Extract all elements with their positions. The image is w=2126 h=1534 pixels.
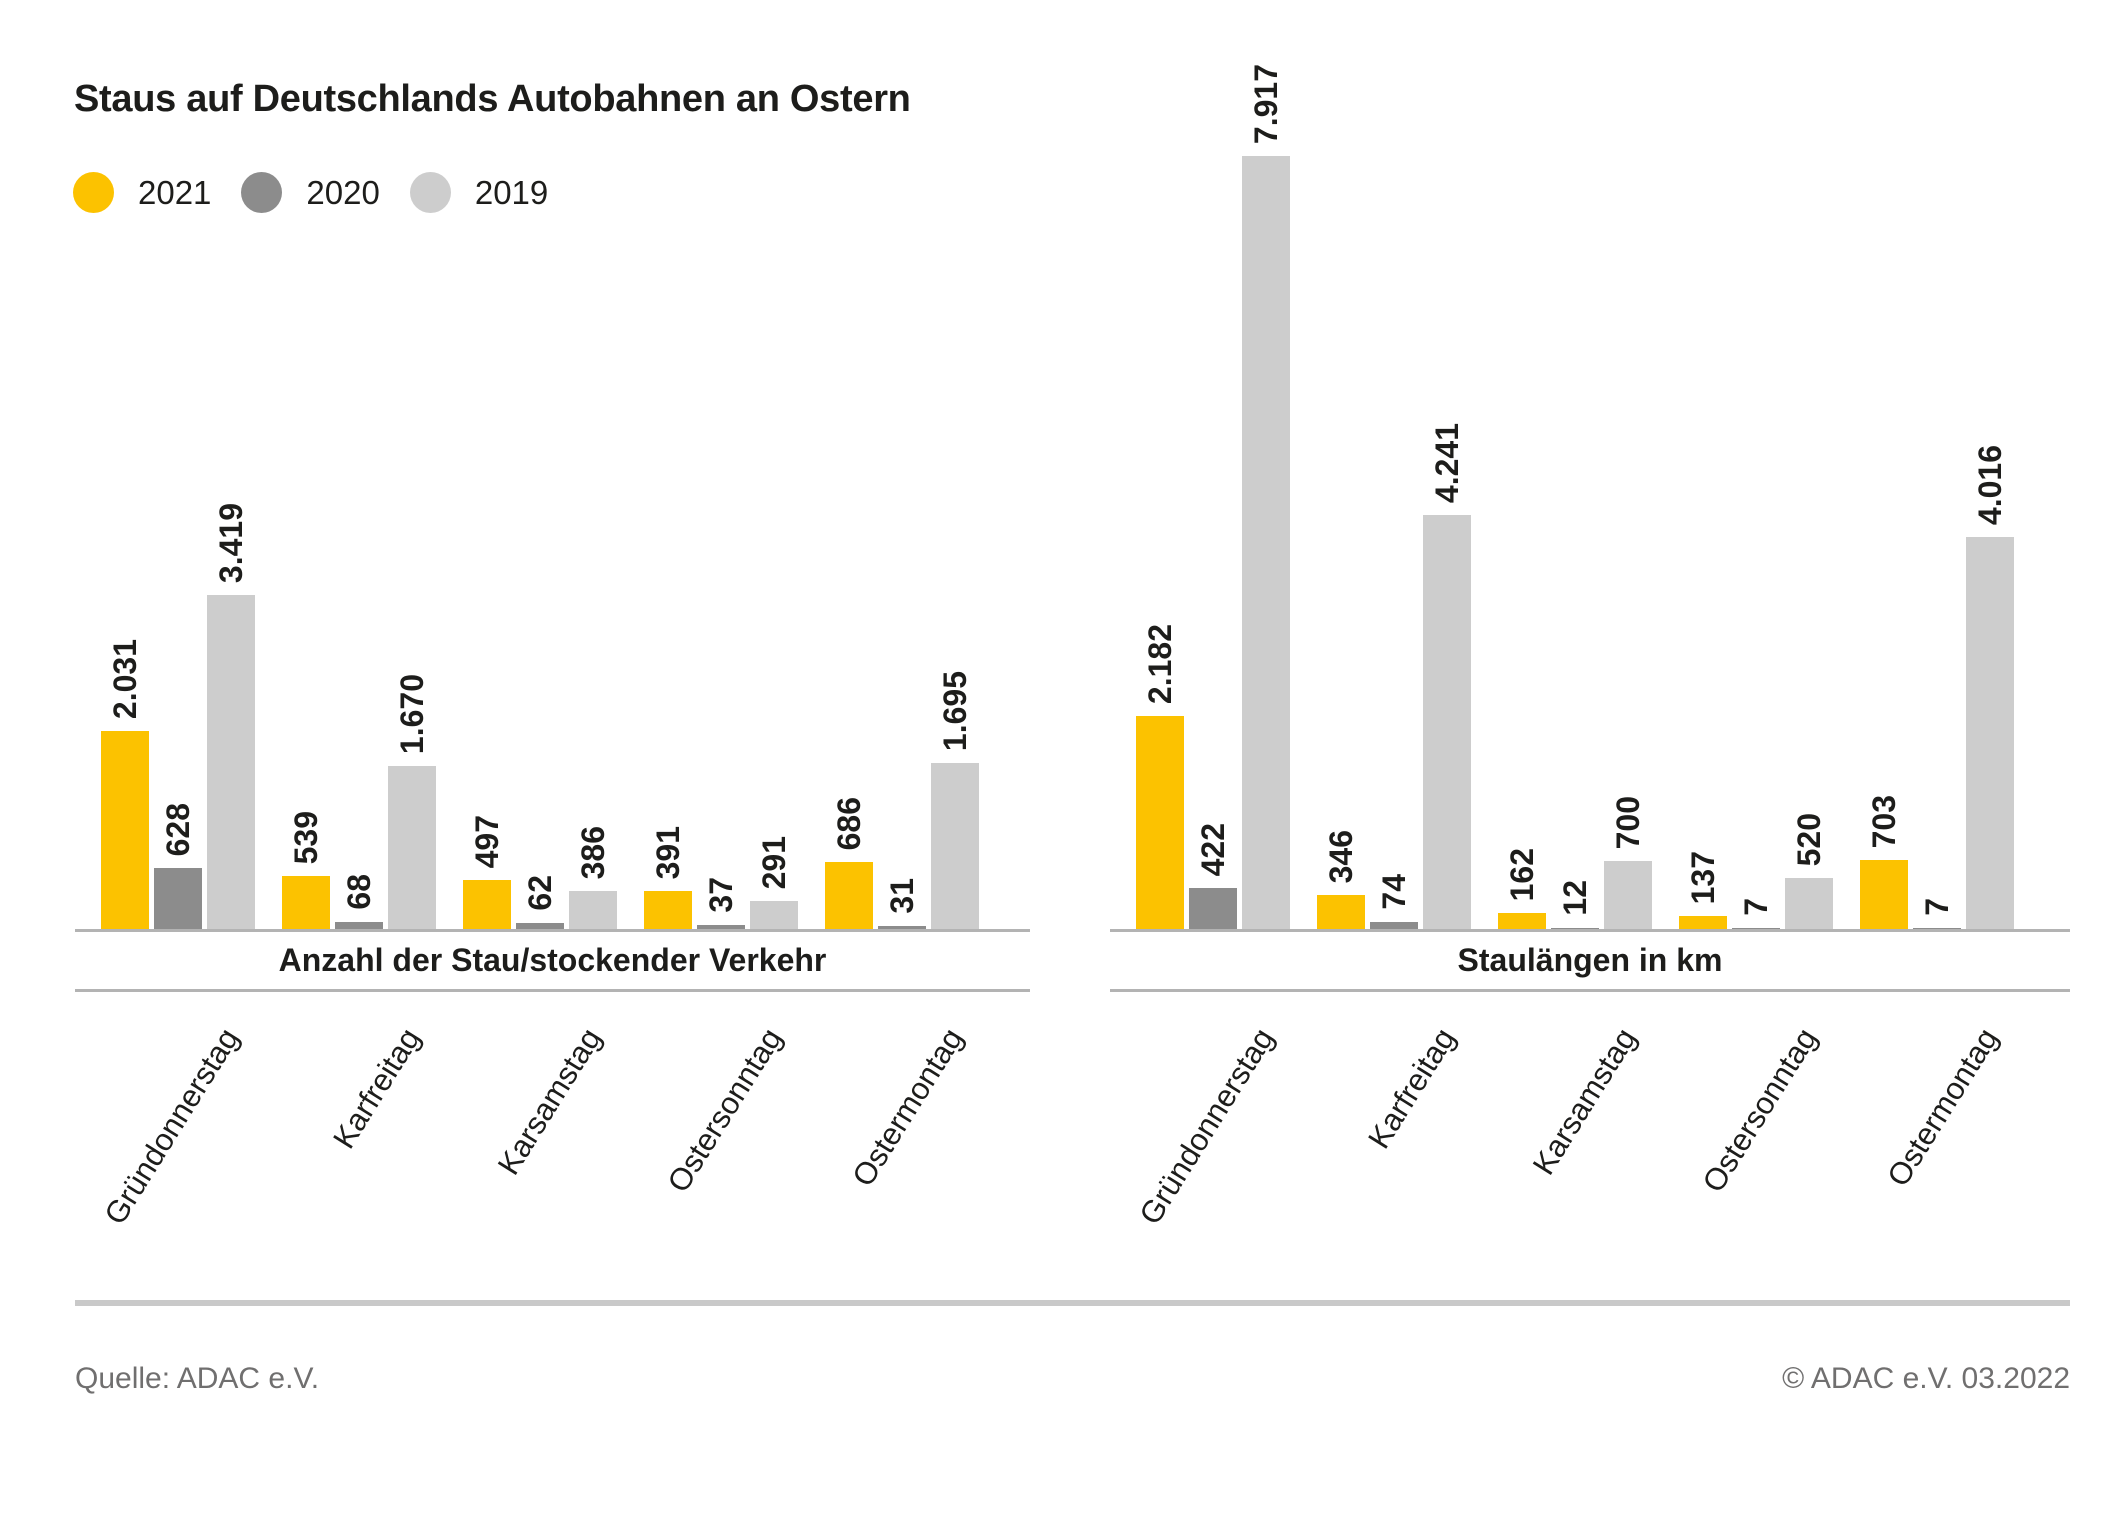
bar-value-label: 497 — [469, 814, 505, 868]
category-label-Ostersonntag: Ostersonntag — [660, 1022, 789, 1199]
bar-value-label: 68 — [341, 874, 377, 910]
bar-2021-Ostersonntag — [1679, 916, 1727, 929]
bar-2020-Karfreitag — [335, 922, 383, 929]
bar-value-label: 386 — [575, 825, 611, 879]
bar-value-label: 2.182 — [1142, 623, 1178, 704]
subtitle-band: Staulängen in km — [1110, 932, 2070, 992]
subtitle-band: Anzahl der Stau/stockender Verkehr — [75, 932, 1030, 992]
bar-2020-Ostermontag — [878, 926, 926, 929]
bar-2019-Karsamstag — [1604, 861, 1652, 929]
bar-value-label: 346 — [1323, 829, 1359, 883]
bar-2020-Ostersonntag — [697, 925, 745, 929]
legend-label: 2020 — [306, 173, 380, 211]
category-label-Karfreitag: Karfreitag — [1360, 1022, 1462, 1155]
footer: Quelle: ADAC e.V. © ADAC e.V. 03.2022 — [75, 1362, 2070, 1396]
chart-title: Staus auf Deutschlands Autobahnen an Ost… — [74, 78, 911, 120]
bar-2021-Karfreitag — [282, 876, 330, 929]
bar-2020-Gründonnerstag — [1189, 888, 1237, 929]
legend-dot-2019-icon — [409, 172, 451, 213]
bar-2020-Karfreitag — [1370, 922, 1418, 929]
bar-value-label: 628 — [160, 802, 196, 856]
bar-2020-Karsamstag — [516, 923, 564, 929]
bar-2020-Ostermontag — [1913, 928, 1961, 929]
category-label-Gründonnerstag: Gründonnerstag — [97, 1022, 246, 1231]
legend-item-2021: 2021 — [73, 172, 211, 213]
bar-2019-Ostermontag — [1966, 537, 2014, 929]
bar-2020-Ostersonntag — [1732, 928, 1780, 929]
bar-value-label: 520 — [1791, 812, 1827, 866]
category-label-Ostermontag: Ostermontag — [845, 1022, 970, 1193]
bar-2021-Ostermontag — [825, 862, 873, 929]
bar-2021-Karsamstag — [463, 880, 511, 929]
category-label-Ostersonntag: Ostersonntag — [1695, 1022, 1824, 1199]
copyright-text: © ADAC e.V. 03.2022 — [1782, 1362, 2070, 1395]
legend-label: 2021 — [138, 173, 212, 211]
category-label-Gründonnerstag: Gründonnerstag — [1132, 1022, 1281, 1231]
bar-value-label: 1.695 — [937, 670, 973, 751]
bar-2019-Karfreitag — [1423, 515, 1471, 929]
bar-value-label: 1.670 — [394, 673, 430, 754]
bar-value-label: 62 — [522, 875, 558, 911]
bar-2020-Karsamstag — [1551, 928, 1599, 929]
bar-value-label: 2.031 — [107, 638, 143, 719]
bar-value-label: 4.016 — [1972, 444, 2008, 525]
category-axis: Gründonnerstag Karfreitag Karsamstag Osters… — [75, 992, 1030, 1292]
category-axis: Gründonnerstag Karfreitag Karsamstag Osters… — [1110, 992, 2070, 1292]
legend-dot-2020-icon — [241, 172, 283, 213]
category-label-Ostermontag: Ostermontag — [1880, 1022, 2005, 1193]
bar-value-label: 539 — [288, 810, 324, 864]
bar-value-label: 162 — [1504, 847, 1540, 901]
bar-value-label: 137 — [1685, 850, 1721, 904]
category-label-Karsamstag: Karsamstag — [1525, 1022, 1643, 1181]
bar-2021-Karsamstag — [1498, 913, 1546, 929]
bar-2021-Gründonnerstag — [101, 731, 149, 929]
bar-value-label: 3.419 — [213, 502, 249, 583]
bar-value-label: 74 — [1376, 874, 1412, 910]
bar-value-label: 686 — [831, 796, 867, 850]
source-text: Quelle: ADAC e.V. — [75, 1362, 320, 1395]
chart-subtitle: Staulängen in km — [1457, 942, 1723, 978]
plot-jam-count: 2.031 628 3.419 539 68 1.670 497 62 386 391 37 291 6… — [75, 118, 1030, 932]
bar-2021-Gründonnerstag — [1136, 716, 1184, 929]
chart-jam-count: 2.031 628 3.419 539 68 1.670 497 62 386 391 37 291 6… — [75, 118, 1030, 1292]
bar-value-label: 291 — [756, 835, 792, 889]
legend-dot-2021-icon — [73, 172, 114, 213]
bar-value-label: 7.917 — [1248, 63, 1284, 144]
bar-2019-Gründonnerstag — [1242, 156, 1290, 929]
bar-2019-Ostersonntag — [750, 901, 798, 929]
legend-item-2019: 2019 — [409, 172, 549, 213]
bar-value-label: 37 — [703, 877, 739, 913]
bar-value-label: 4.241 — [1429, 422, 1465, 503]
bar-2021-Ostermontag — [1860, 860, 1908, 929]
category-label-Karfreitag: Karfreitag — [325, 1022, 427, 1155]
bar-value-label: 422 — [1195, 822, 1231, 876]
bar-2021-Ostersonntag — [644, 891, 692, 929]
category-label-Karsamstag: Karsamstag — [490, 1022, 608, 1181]
legend: 2021 2020 2019 — [73, 172, 578, 213]
bar-2019-Gründonnerstag — [207, 595, 255, 929]
bar-value-label: 31 — [884, 878, 920, 914]
bar-2019-Ostersonntag — [1785, 878, 1833, 929]
footer-divider — [75, 1300, 2070, 1306]
bar-value-label: 7 — [1738, 898, 1774, 916]
bar-2019-Ostermontag — [931, 763, 979, 929]
bar-value-label: 703 — [1866, 794, 1902, 848]
bar-value-label: 391 — [650, 825, 686, 879]
bar-2019-Karsamstag — [569, 891, 617, 929]
chart-jam-length: 2.182 422 7.917 346 74 4.241 162 12 700 137 7 520 70… — [1110, 64, 2070, 1292]
bar-2020-Gründonnerstag — [154, 868, 202, 929]
bar-2019-Karfreitag — [388, 766, 436, 929]
chart-subtitle: Anzahl der Stau/stockender Verkehr — [278, 942, 827, 978]
bar-value-label: 7 — [1919, 898, 1955, 916]
bar-2021-Karfreitag — [1317, 895, 1365, 929]
legend-label: 2019 — [474, 173, 549, 211]
bar-value-label: 12 — [1557, 880, 1593, 916]
plot-jam-length: 2.182 422 7.917 346 74 4.241 162 12 700 137 7 520 70… — [1110, 64, 2070, 932]
legend-item-2020: 2020 — [241, 172, 380, 213]
bar-value-label: 700 — [1610, 795, 1646, 849]
